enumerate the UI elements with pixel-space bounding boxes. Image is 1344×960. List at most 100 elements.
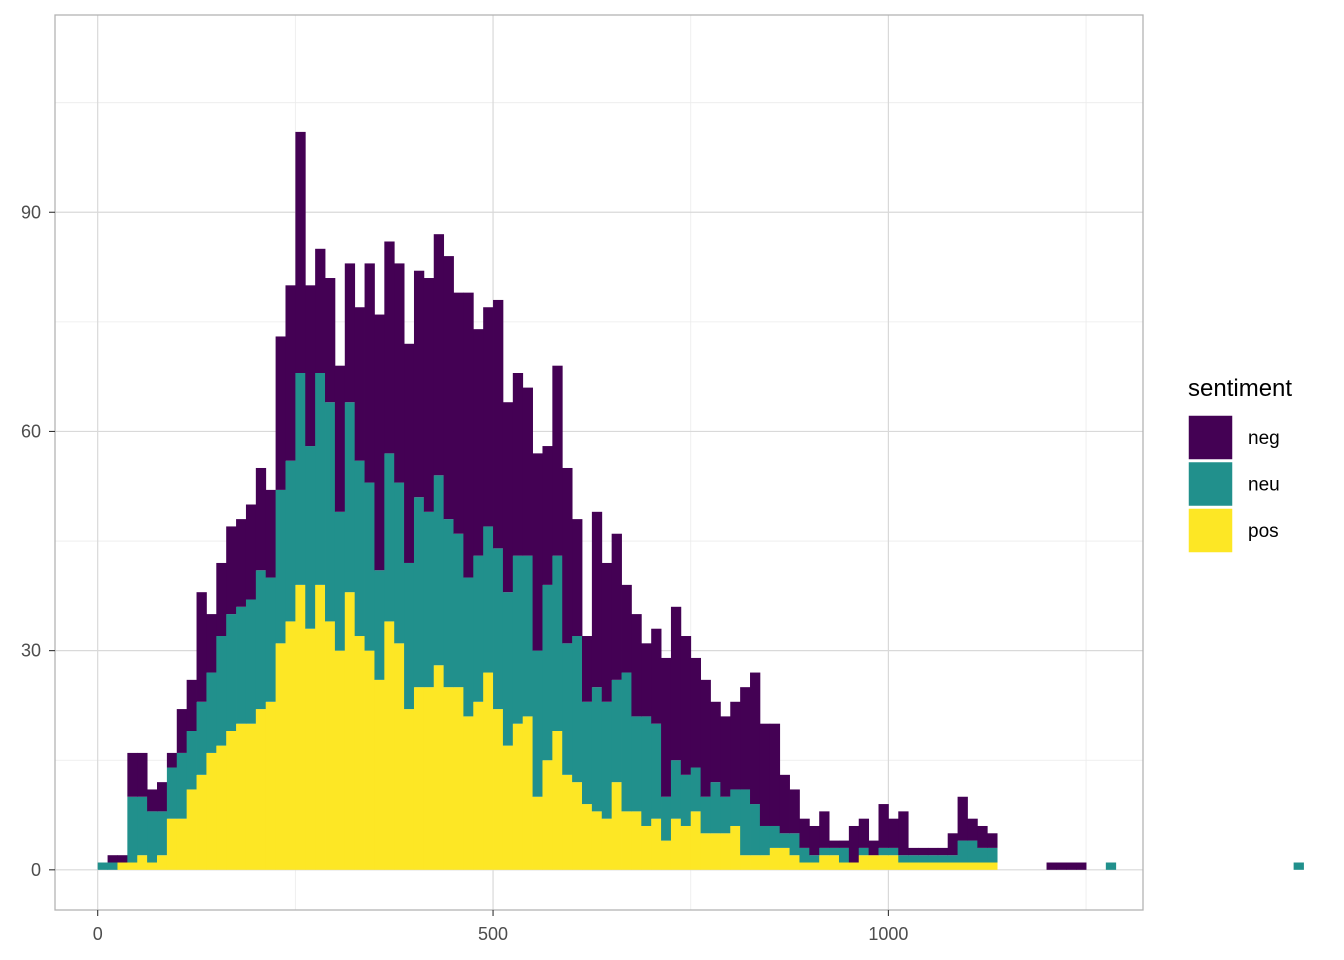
bar-neu: [750, 804, 761, 856]
bar-neg: [562, 467, 573, 644]
bar-neg: [325, 278, 336, 403]
bar-neu: [651, 723, 662, 819]
bar-neg: [226, 526, 237, 615]
bar-neg: [947, 833, 958, 856]
legend-items: neg neu pos: [1187, 414, 1280, 554]
legend: sentiment neg neu pos: [1187, 375, 1292, 554]
bar-neg: [908, 847, 919, 856]
bar-neu: [977, 847, 988, 863]
bar-neu: [295, 373, 306, 585]
legend-key-pos: [1187, 507, 1234, 554]
bar-pos: [611, 782, 622, 870]
bar-neg: [137, 752, 148, 797]
y-tick-label: 0: [31, 860, 41, 880]
bar-neg: [661, 657, 672, 797]
bar-pos: [325, 621, 336, 870]
bar-neu: [957, 840, 968, 863]
bar-pos: [710, 833, 721, 870]
bar-neu: [344, 402, 356, 593]
bar-pos: [858, 855, 870, 870]
bar-neu: [572, 636, 583, 783]
bar-neg: [651, 628, 662, 724]
bar-neu: [334, 511, 346, 651]
bar-pos: [542, 760, 553, 870]
bar-neg: [720, 716, 731, 797]
bar-pos: [433, 665, 445, 870]
bar-neu: [562, 643, 573, 775]
y-axis: 0 30 60 90: [21, 202, 55, 880]
bar-neu: [423, 511, 435, 688]
bar-neg: [829, 840, 840, 848]
bar-neu: [927, 855, 939, 863]
bar-pos: [245, 723, 257, 870]
bar-neg: [858, 818, 870, 848]
y-tick-label: 90: [21, 202, 41, 222]
bar-neg: [601, 562, 613, 702]
bar-pos: [532, 796, 543, 870]
bar-neu: [858, 847, 870, 856]
bar-neg: [611, 533, 622, 680]
bar-neg: [710, 701, 721, 783]
bar-pos: [137, 855, 148, 870]
bar-pos: [413, 687, 425, 870]
bar-neg: [364, 263, 375, 483]
bar-neu: [413, 497, 425, 688]
bar-neu: [670, 760, 682, 819]
bar-pos: [315, 584, 326, 870]
bar-pos: [374, 679, 385, 870]
bar-neg: [493, 299, 504, 549]
bar-neg: [552, 365, 563, 556]
bar-neg: [255, 467, 267, 571]
bar-neg: [789, 789, 800, 834]
bar-neu: [275, 489, 286, 644]
bar-neg: [334, 365, 346, 512]
bar-neu: [127, 796, 138, 863]
bar-neu: [404, 562, 415, 710]
bar-neg: [532, 453, 543, 651]
bar-pos: [216, 745, 227, 870]
bar-neu: [107, 862, 118, 870]
bar-neg: [127, 752, 138, 797]
bar-neg: [473, 329, 484, 556]
bar-neg: [176, 709, 188, 753]
bar-neg: [1056, 862, 1067, 870]
bar-neu: [453, 533, 464, 688]
x-tick-label: 1000: [868, 924, 908, 944]
bar-neg: [641, 643, 652, 717]
bar-neg: [275, 336, 286, 490]
bar-pos: [206, 752, 217, 870]
bar-neu: [97, 862, 108, 870]
bar-neu: [769, 825, 781, 848]
bar-pos: [937, 862, 949, 870]
bar-neu: [937, 855, 949, 863]
bar-neu: [354, 460, 365, 637]
bar-neg: [285, 285, 296, 461]
x-tick-label: 500: [478, 924, 508, 944]
bar-neg: [394, 263, 405, 483]
bar-neg: [196, 592, 207, 702]
bar-pos: [700, 833, 711, 870]
bar-neg: [888, 818, 899, 848]
bar-neg: [236, 519, 247, 607]
bar-pos: [275, 643, 286, 870]
bar-neu: [166, 767, 178, 819]
bar-neu: [226, 614, 237, 731]
bar-neu: [522, 555, 533, 717]
bar-pos: [720, 833, 731, 870]
legend-key-neg: [1187, 414, 1234, 461]
legend-label-neg: neg: [1248, 428, 1280, 449]
bar-neg: [898, 811, 909, 856]
bar-neu: [443, 519, 454, 688]
bar-neg: [819, 811, 830, 848]
bar-neu: [730, 789, 741, 826]
bar-neg: [453, 292, 464, 534]
bar-neu: [186, 731, 197, 790]
bar-pos: [799, 862, 810, 870]
bar-pos: [888, 855, 899, 870]
bar-neu: [552, 555, 563, 731]
bar-pos: [898, 862, 909, 870]
bar-neg: [680, 636, 692, 775]
bar-neu: [789, 833, 800, 856]
bar-neu: [878, 847, 889, 856]
